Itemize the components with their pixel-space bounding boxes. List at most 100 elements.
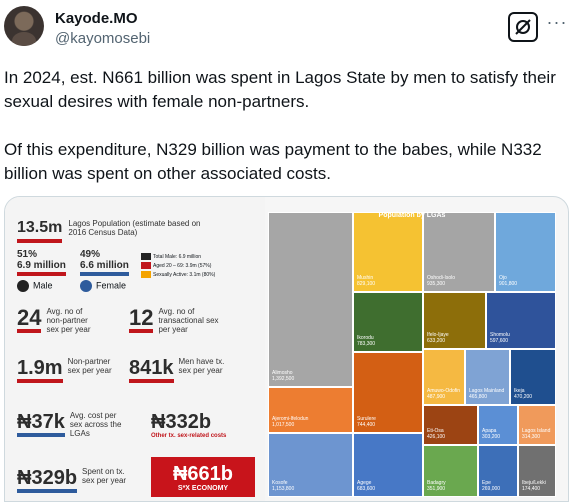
treemap-cell-name: Badagry — [427, 480, 446, 486]
treemap-cell: Eti-Osa 426,100 — [423, 405, 478, 445]
treemap-cell: Alimosho 1,392,500 — [268, 212, 353, 387]
treemap-cell: Apapa 303,200 — [478, 405, 518, 445]
treemap-cell-label: Ifelo-Ijaye 633,200 — [427, 332, 449, 344]
treemap-cell-value: 174,400 — [522, 486, 541, 492]
treemap-cell-name: Agege — [357, 480, 372, 486]
treemap-cell-value: 470,200 — [514, 394, 533, 400]
author-handle[interactable]: @kayomosebi — [55, 30, 151, 47]
treemap-cell-label: Oshodi-Isolo 935,300 — [427, 275, 455, 287]
treemap-cell: Oshodi-Isolo 935,300 — [423, 212, 495, 292]
treemap-cell-value: 487,900 — [427, 394, 446, 400]
treemap-cell-label: Agege 683,600 — [357, 480, 375, 492]
treemap-cell-name: Lagos Island — [522, 428, 551, 434]
treemap-cell-name: Ajeromi-Ifelodun — [272, 416, 309, 422]
treemap-cell: Amuwo-Odofin 487,900 — [423, 349, 465, 405]
more-dots-icon[interactable]: ··· — [546, 12, 568, 32]
female-dot-icon — [80, 280, 92, 292]
treemap-cell-label: Ibeju/Lekki 174,400 — [522, 480, 546, 492]
treemap-cell-value: 744,400 — [357, 422, 376, 428]
treemap-cell-label: Kosofe 1,153,800 — [272, 480, 294, 492]
treemap-cell: Surulere 744,400 — [353, 352, 423, 433]
author-name[interactable]: Kayode.MO — [55, 10, 138, 27]
treemap-cell-name: Mushin — [357, 275, 374, 281]
treemap-cell-label: Mushin 829,100 — [357, 275, 375, 287]
lga-population-treemap: Population by LGAs Alimosho 1,392,500 Mush… — [268, 212, 556, 497]
tweet-paragraph-2: Of this expenditure, N329 billion was pa… — [4, 140, 542, 183]
treemap-cell-name: Apapa — [482, 428, 497, 434]
avatar[interactable] — [4, 6, 44, 46]
infographic-panel: 13.5m Lagos Population (estimate based o… — [5, 197, 265, 501]
treemap-cell-name: Lagos Mainland — [469, 388, 505, 394]
tweet-text: In 2024, est. N661 billion was spent in … — [4, 66, 570, 186]
treemap-cell-label: Lagos Mainland 465,800 — [469, 388, 504, 400]
treemap-cell: Shomolu 597,600 — [486, 292, 556, 349]
tweet-media-image[interactable]: 13.5m Lagos Population (estimate based o… — [4, 196, 569, 502]
treemap-cell-name: Oshodi-Isolo — [427, 275, 456, 281]
treemap-cell: Lagos Island 314,300 — [518, 405, 556, 445]
legend-total-male: Total Male: 6.9 million — [141, 253, 201, 260]
treemap-cell-label: Surulere 744,400 — [357, 416, 376, 428]
male-count: 6.9 million — [17, 260, 66, 276]
nonpartner-total-label: Non-partner sex per year — [67, 357, 112, 375]
female-pct: 49% — [80, 249, 101, 260]
tweet-paragraph-1: In 2024, est. N661 billion was spent in … — [4, 68, 556, 111]
transactional-label: Avg. no of transactional sex per year — [158, 307, 219, 334]
economy-value: ₦661b — [172, 462, 234, 485]
legend-total-male-text: Total Male: 6.9 million — [153, 253, 202, 260]
economy-badge: ₦661b S*X ECONOMY — [151, 457, 255, 497]
treemap-cell-name: Alimosho — [272, 370, 293, 376]
population-label: Lagos Population (estimate based on 2016… — [68, 219, 201, 237]
legend-sexually-active: Sexually Active: 3.1m (80%) — [141, 271, 215, 278]
nonpartner-label: Avg. no of non-partner sex per year — [46, 307, 91, 334]
treemap-cell: Ifelo-Ijaye 633,200 — [423, 292, 486, 349]
female-stat: 49% 6.6 million Female — [80, 249, 129, 292]
treemap-cell: Mushin 829,100 — [353, 212, 423, 292]
treemap-cell-value: 314,300 — [522, 434, 541, 440]
treemap-cell: Ikorodu 783,300 — [353, 292, 423, 352]
treemap-cell: Kosofe 1,153,800 — [268, 433, 353, 497]
treemap-cell: Agege 683,600 — [353, 433, 423, 497]
male-legend: Male — [17, 280, 53, 292]
treemap-cell-label: Alimosho 1,392,500 — [272, 370, 294, 382]
spent-tx-row: ₦329b Spent on tx. sex per year — [17, 467, 136, 493]
transactional-row: 12 Avg. no of transactional sex per year — [129, 307, 222, 334]
avg-cost-label: Avg. cost per sex across the LGAs — [69, 411, 122, 438]
treemap-cell-value: 303,200 — [482, 434, 501, 440]
male-dot-icon — [17, 280, 29, 292]
men-tx-row: 841k Men have tx. sex per year — [129, 357, 235, 383]
treemap-cell-value: 597,600 — [490, 338, 509, 344]
treemap-cell-value: 1,153,800 — [272, 486, 295, 492]
treemap-cell-value: 901,800 — [499, 281, 518, 287]
population-row: 13.5m Lagos Population (estimate based o… — [17, 219, 218, 243]
men-tx-value: 841k — [129, 357, 174, 383]
treemap-cell-value: 783,300 — [357, 341, 376, 347]
male-label: Male — [33, 280, 53, 291]
treemap-cell-name: Eti-Osa — [427, 428, 444, 434]
treemap-cell-name: Surulere — [357, 416, 376, 422]
grok-button[interactable] — [508, 12, 538, 42]
treemap-cell-value: 465,800 — [469, 394, 488, 400]
female-count: 6.6 million — [80, 260, 129, 276]
treemap-cell-value: 829,100 — [357, 281, 376, 287]
treemap-cell-value: 683,600 — [357, 486, 376, 492]
treemap-cell: Badagry 351,900 — [423, 445, 478, 497]
treemap-cell-name: Shomolu — [490, 332, 510, 338]
treemap-cell-value: 1,392,500 — [272, 376, 295, 382]
transactional-value: 12 — [129, 307, 154, 333]
treemap-cell-value: 269,000 — [482, 486, 501, 492]
treemap-cell: Ojo 901,800 — [495, 212, 556, 292]
treemap-cell-name: Epe — [482, 480, 491, 486]
treemap-cell-value: 351,900 — [427, 486, 446, 492]
treemap-cell-label: Eti-Osa 426,100 — [427, 428, 445, 440]
treemap-cell-name: Ikorodu — [357, 335, 374, 341]
treemap-cell: Lagos Mainland 465,800 — [465, 349, 510, 405]
treemap-cell-label: Ajeromi-Ifelodun 1,017,500 — [272, 416, 308, 428]
legend-sexually-active-text: Sexually Active: 3.1m (80%) — [153, 271, 216, 278]
legend-aged-text: Aged 20 – 69: 3.9m (57%) — [153, 262, 212, 269]
nonpartner-value: 24 — [17, 307, 42, 333]
nonpartner-total-row: 1.9m Non-partner sex per year — [17, 357, 122, 383]
treemap-cell-value: 426,100 — [427, 434, 446, 440]
treemap-cell-label: Ikeja 470,200 — [514, 388, 532, 400]
treemap-cell-label: Badagry 351,900 — [427, 480, 446, 492]
treemap-cell-value: 1,017,500 — [272, 422, 295, 428]
